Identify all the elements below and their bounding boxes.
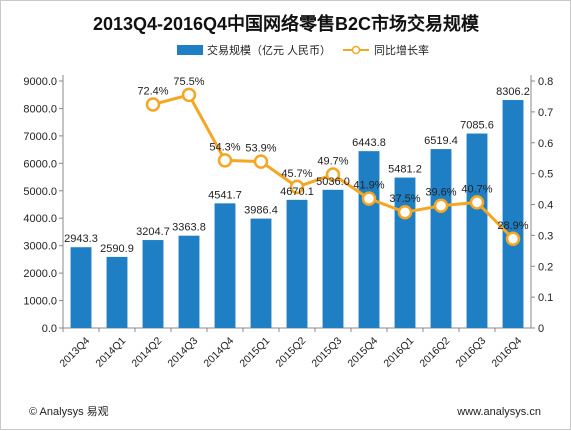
bar-value-label: 3204.7 — [136, 226, 170, 238]
y-tick-label-left: 5000.0 — [23, 186, 57, 198]
bar-value-label: 5481.2 — [388, 164, 422, 176]
line-value-label: 53.9% — [245, 143, 276, 155]
x-tick-label: 2016Q3 — [453, 335, 488, 370]
bar-value-label: 7085.6 — [460, 120, 494, 132]
footer-website: www.analysys.cn — [456, 406, 541, 418]
y-tick-label-left: 9000.0 — [23, 76, 57, 88]
line-value-label: 45.7% — [281, 168, 312, 180]
line-value-label: 54.3% — [209, 141, 240, 153]
y-tick-label-right: 0.3 — [538, 230, 553, 242]
line-point — [469, 195, 485, 210]
footer-copyright: © Analysys 易观 — [29, 405, 109, 418]
bar-value-label: 4670.1 — [280, 186, 314, 198]
legend-label-growth-rate: 同比增长率 — [374, 43, 429, 57]
line-value-label: 41.9% — [353, 180, 384, 192]
growth-line-series — [145, 87, 521, 247]
bar — [106, 256, 128, 328]
line-point — [505, 231, 521, 247]
legend-marker-growth-rate — [351, 45, 361, 55]
line-point — [397, 204, 413, 220]
bar — [502, 100, 524, 328]
x-tick-label: 2016Q1 — [381, 335, 416, 370]
line-value-label: 49.7% — [317, 156, 348, 168]
y-tick-label-left: 3000.0 — [23, 241, 57, 253]
line-value-label: 28.9% — [497, 220, 528, 232]
x-tick-label: 2015Q1 — [237, 335, 272, 370]
line-point — [325, 167, 341, 182]
legend-swatch-transaction-volume — [177, 45, 203, 55]
y-tick-label-right: 0.8 — [538, 76, 553, 88]
line-value-label: 40.7% — [461, 183, 492, 195]
y-tick-label-right: 0.5 — [538, 169, 553, 181]
bar-value-label: 3363.8 — [172, 222, 206, 234]
x-tick-label: 2015Q2 — [273, 335, 308, 370]
y-tick-label-left: 6000.0 — [23, 158, 57, 170]
x-tick-label: 2015Q4 — [345, 335, 380, 370]
line-point — [181, 87, 197, 103]
line-point — [433, 198, 449, 213]
x-tick-label: 2014Q2 — [129, 335, 164, 370]
bar-value-label: 8306.2 — [496, 86, 530, 98]
bar-value-label: 2943.3 — [64, 233, 98, 245]
line-point — [217, 153, 233, 168]
bar — [250, 218, 272, 328]
y-tick-label-right: 0 — [538, 323, 544, 335]
line-value-label: 39.6% — [425, 187, 456, 199]
y-tick-label-right: 0.4 — [538, 200, 553, 212]
bar — [142, 240, 164, 328]
y-tick-label-left: 0.0 — [42, 323, 57, 335]
bar-value-label: 4541.7 — [208, 189, 242, 201]
line-point — [145, 97, 161, 112]
y-tick-label-left: 8000.0 — [23, 103, 57, 115]
line-point — [361, 191, 377, 206]
line-point — [289, 179, 305, 195]
bar-value-label: 6519.4 — [424, 135, 458, 147]
x-tick-label: 2016Q4 — [489, 335, 524, 370]
x-tick-label: 2013Q4 — [57, 335, 92, 370]
y-tick-label-right: 0.6 — [538, 138, 553, 150]
line-value-label: 37.5% — [389, 193, 420, 205]
x-tick-label: 2014Q3 — [165, 335, 200, 370]
bar — [430, 149, 452, 328]
x-tick-label: 2016Q2 — [417, 335, 452, 370]
line-point — [253, 154, 269, 169]
x-tick-label: 2014Q1 — [93, 335, 128, 370]
bar — [214, 203, 236, 328]
y-tick-label-left: 2000.0 — [23, 268, 57, 280]
bar — [286, 199, 308, 328]
bar — [322, 189, 344, 328]
y-tick-label-left: 7000.0 — [23, 131, 57, 143]
bar — [466, 133, 488, 328]
bar — [178, 235, 200, 328]
x-tick-label: 2015Q3 — [309, 335, 344, 370]
bar-value-label: 5036.0 — [316, 176, 350, 188]
bar — [70, 247, 92, 328]
bar — [358, 151, 380, 328]
bar-value-label: 3986.4 — [244, 205, 278, 217]
y-tick-label-right: 0.1 — [538, 292, 553, 304]
x-tick-label: 2014Q4 — [201, 335, 236, 370]
legend-label-transaction-volume: 交易规模（亿元 人民币） — [207, 43, 331, 57]
y-tick-label-left: 4000.0 — [23, 213, 57, 225]
bar-value-label: 2590.9 — [100, 243, 134, 255]
line-value-label: 72.4% — [137, 85, 168, 97]
y-tick-label-left: 1000.0 — [23, 296, 57, 308]
bar-value-label: 6443.8 — [352, 137, 386, 149]
chart-title: 2013Q4-2016Q4中国网络零售B2C市场交易规模 — [93, 13, 480, 34]
y-tick-label-right: 0.7 — [538, 107, 553, 119]
y-tick-label-right: 0.2 — [538, 261, 553, 273]
legend: 交易规模（亿元 人民币） 同比增长率 — [177, 43, 429, 57]
line-value-label: 75.5% — [173, 76, 204, 88]
